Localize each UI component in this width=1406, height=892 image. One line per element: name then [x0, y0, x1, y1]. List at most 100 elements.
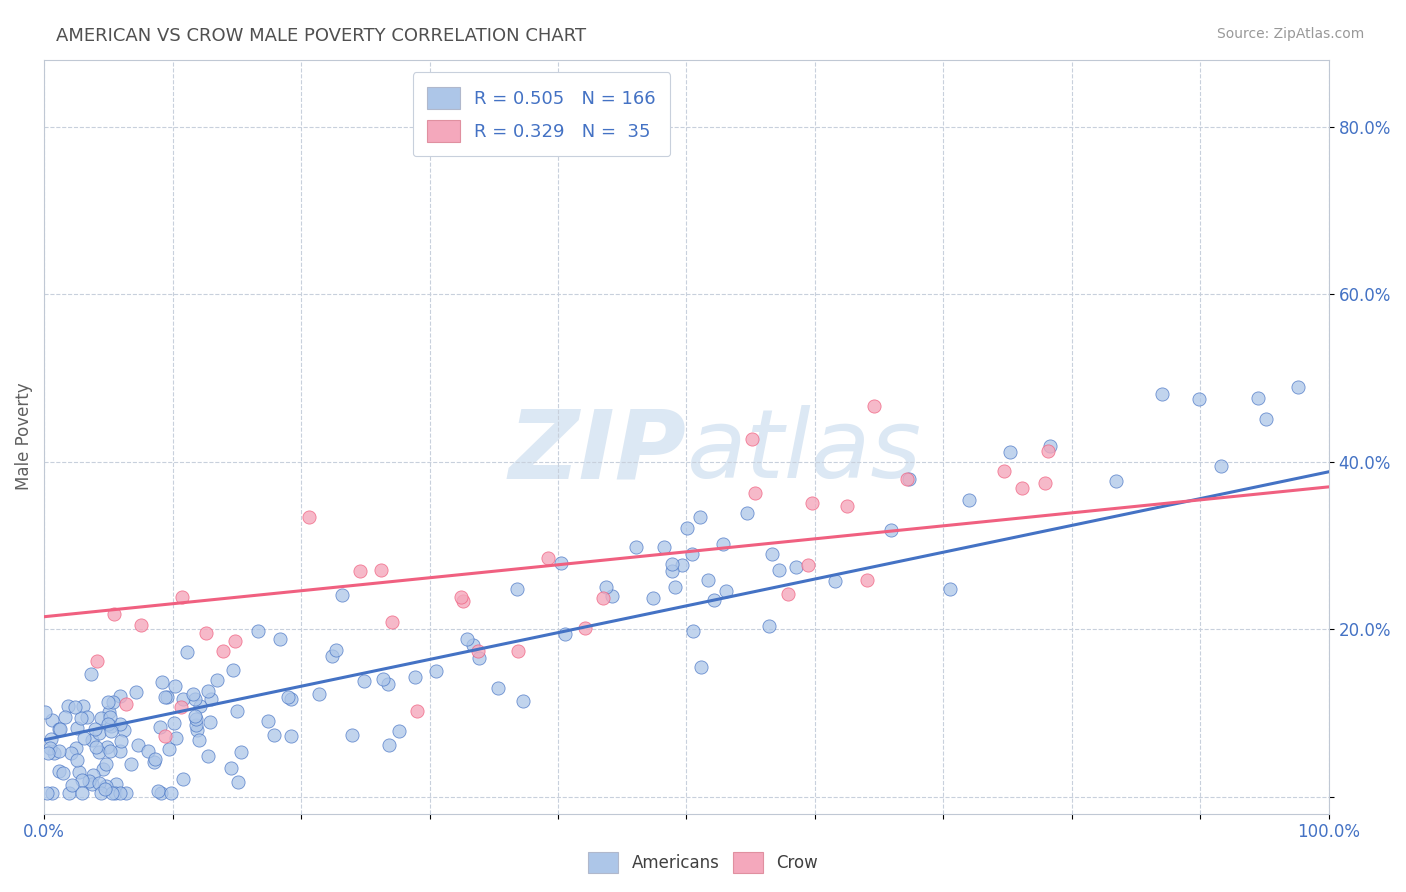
Point: [463, 638, 485, 652]
Point: [127, 739, 149, 753]
Point: [98, 710, 121, 724]
Text: Source: ZipAtlas.com: Source: ZipAtlas.com: [1216, 27, 1364, 41]
Point: [83, 722, 105, 736]
Point: [60, 778, 83, 792]
Point: [349, 564, 371, 578]
Point: [682, 624, 704, 638]
Point: [101, 786, 124, 800]
Point: [38, 741, 60, 756]
Point: [143, 756, 166, 770]
Point: [330, 587, 353, 601]
Point: [41, 713, 63, 727]
Point: [110, 689, 132, 703]
Point: [76, 710, 98, 724]
Point: [103, 607, 125, 621]
Point: [277, 690, 299, 705]
Point: [67, 765, 90, 780]
Point: [574, 622, 596, 636]
Point: [1011, 481, 1033, 495]
Point: [73, 731, 96, 745]
Point: [776, 587, 799, 601]
Point: [143, 752, 166, 766]
Point: [184, 708, 207, 723]
Point: [187, 733, 209, 747]
Point: [863, 400, 886, 414]
Point: [425, 664, 447, 678]
Point: [768, 563, 790, 577]
Point: [48, 722, 70, 736]
Point: [512, 694, 534, 708]
Point: [52, 766, 75, 780]
Point: [77, 773, 100, 788]
Point: [181, 687, 204, 701]
Point: [247, 624, 270, 639]
Point: [506, 582, 529, 596]
Point: [880, 523, 903, 537]
Point: [60, 746, 83, 760]
Point: [49, 722, 72, 736]
Point: [108, 744, 131, 758]
Point: [100, 744, 122, 758]
Point: [224, 634, 246, 648]
Point: [554, 627, 576, 641]
Point: [125, 685, 148, 699]
Point: [652, 540, 675, 554]
Point: [993, 464, 1015, 478]
Point: [87, 776, 110, 790]
Point: [90, 711, 112, 725]
Point: [231, 745, 253, 759]
Point: [104, 786, 127, 800]
Point: [157, 742, 180, 756]
Point: [63, 699, 86, 714]
Point: [451, 594, 474, 608]
Point: [160, 786, 183, 800]
Point: [321, 648, 343, 663]
Point: [467, 644, 489, 658]
Point: [898, 472, 921, 486]
Point: [697, 574, 720, 588]
Point: [183, 692, 205, 706]
Point: [170, 590, 193, 604]
Point: [758, 619, 780, 633]
Point: [1256, 411, 1278, 425]
Point: [35, 786, 58, 800]
Point: [53, 710, 76, 724]
Point: [100, 719, 122, 733]
Point: [69, 711, 91, 725]
Point: [89, 726, 111, 740]
Point: [735, 506, 758, 520]
Point: [456, 632, 478, 646]
Point: [592, 591, 614, 605]
Point: [797, 558, 820, 573]
Point: [744, 485, 766, 500]
Point: [1152, 386, 1174, 401]
Point: [550, 557, 572, 571]
Point: [94, 781, 117, 796]
Point: [80, 732, 103, 747]
Point: [468, 650, 491, 665]
Point: [149, 786, 172, 800]
Point: [856, 574, 879, 588]
Point: [89, 786, 111, 800]
Point: [537, 551, 560, 566]
Point: [48, 764, 70, 778]
Point: [761, 547, 783, 561]
Point: [86, 654, 108, 668]
Point: [80, 777, 103, 791]
Point: [165, 731, 187, 745]
Point: [404, 670, 426, 684]
Point: [226, 775, 249, 789]
Point: [184, 717, 207, 731]
Point: [671, 558, 693, 572]
Point: [222, 663, 245, 677]
Point: [110, 786, 132, 800]
Point: [689, 660, 711, 674]
Point: [163, 679, 186, 693]
Point: [170, 700, 193, 714]
Point: [664, 580, 686, 594]
Point: [96, 739, 118, 754]
Point: [269, 632, 291, 646]
Point: [785, 559, 807, 574]
Point: [42, 747, 65, 761]
Point: [136, 744, 159, 758]
